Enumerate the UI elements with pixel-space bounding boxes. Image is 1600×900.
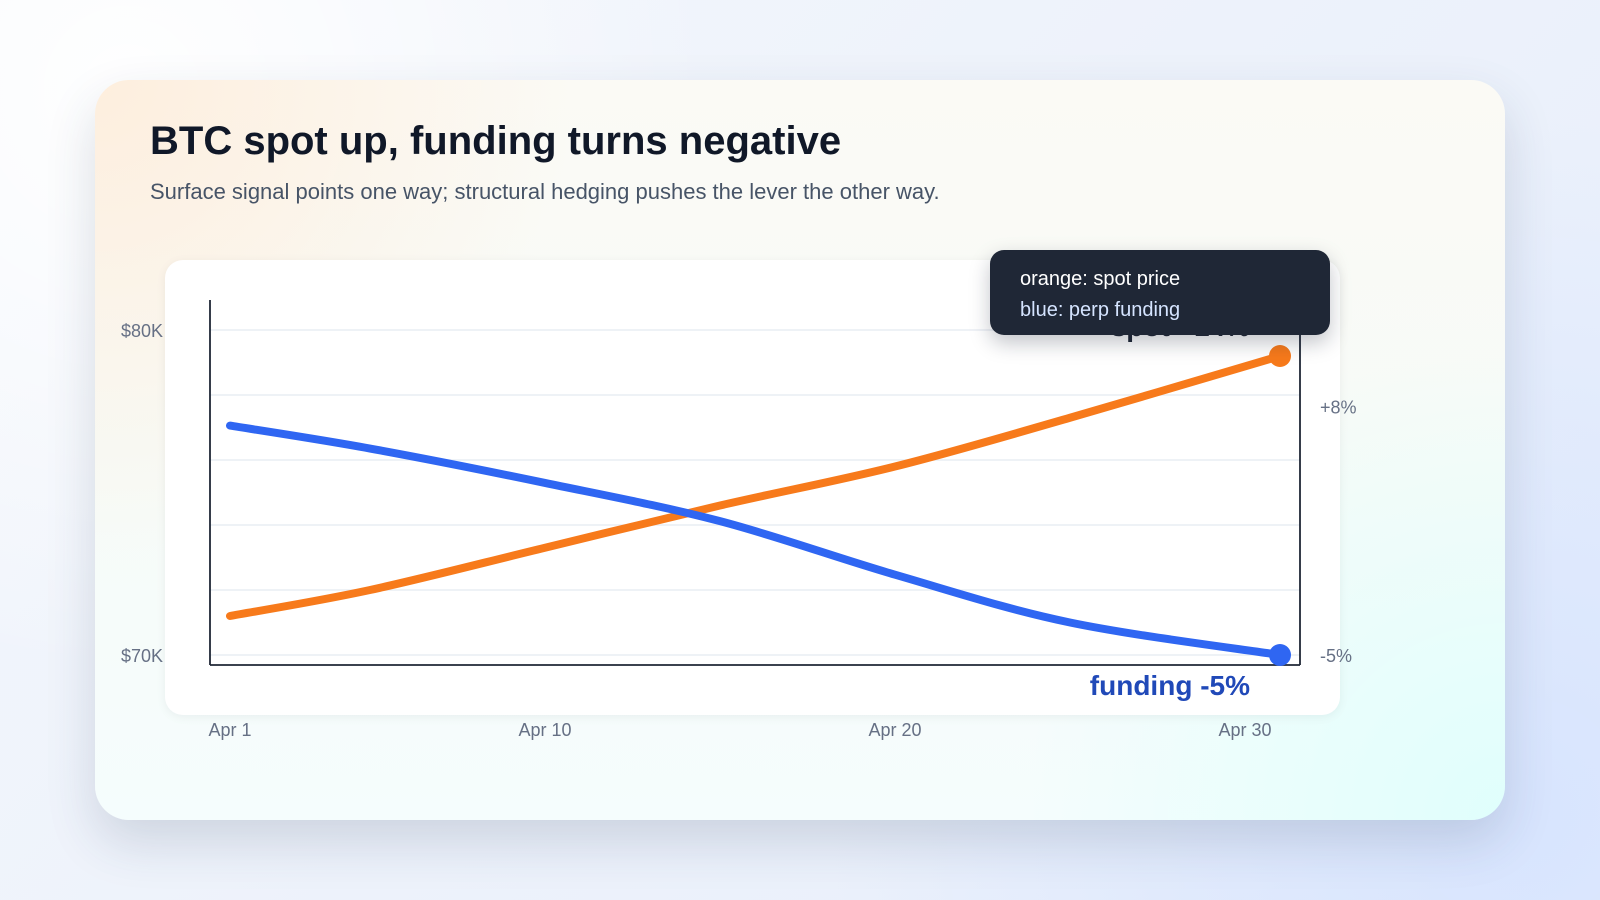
legend-tooltip: orange: spot price blue: perp funding: [990, 250, 1330, 335]
spot-end-point: [1269, 345, 1291, 367]
left-y-tick-label: $80K: [121, 321, 163, 341]
right-y-tick-label: +8%: [1320, 397, 1357, 417]
axis-labels: $80K $70K +8% -5% Apr 1 Apr 10 Apr 20 Apr 30: [121, 321, 1357, 740]
x-tick-label: Apr 30: [1218, 720, 1271, 740]
funding-change-annotation: funding -5%: [1090, 670, 1250, 701]
axes: [209, 300, 1301, 666]
legend-spot-label: orange: spot price: [1020, 268, 1181, 290]
left-y-tick-label: $70K: [121, 646, 163, 666]
page-subtitle: Surface signal points one way; structura…: [150, 179, 940, 204]
funding-end-point: [1269, 644, 1291, 666]
grid-lines: [210, 329, 1300, 656]
series-lines: [226, 352, 1284, 659]
legend-funding-label: blue: perp funding: [1020, 299, 1181, 321]
x-tick-label: Apr 1: [208, 720, 251, 740]
funding-line: [226, 421, 1284, 659]
page-title: BTC spot up, funding turns negative: [150, 119, 842, 163]
x-tick-label: Apr 10: [518, 720, 571, 740]
x-tick-label: Apr 20: [868, 720, 921, 740]
right-y-tick-label: -5%: [1320, 646, 1352, 666]
chart-card: BTC spot up, funding turns negative Surf…: [95, 80, 1505, 820]
spot-line: [226, 352, 1284, 620]
endpoint-markers: [1269, 345, 1291, 666]
